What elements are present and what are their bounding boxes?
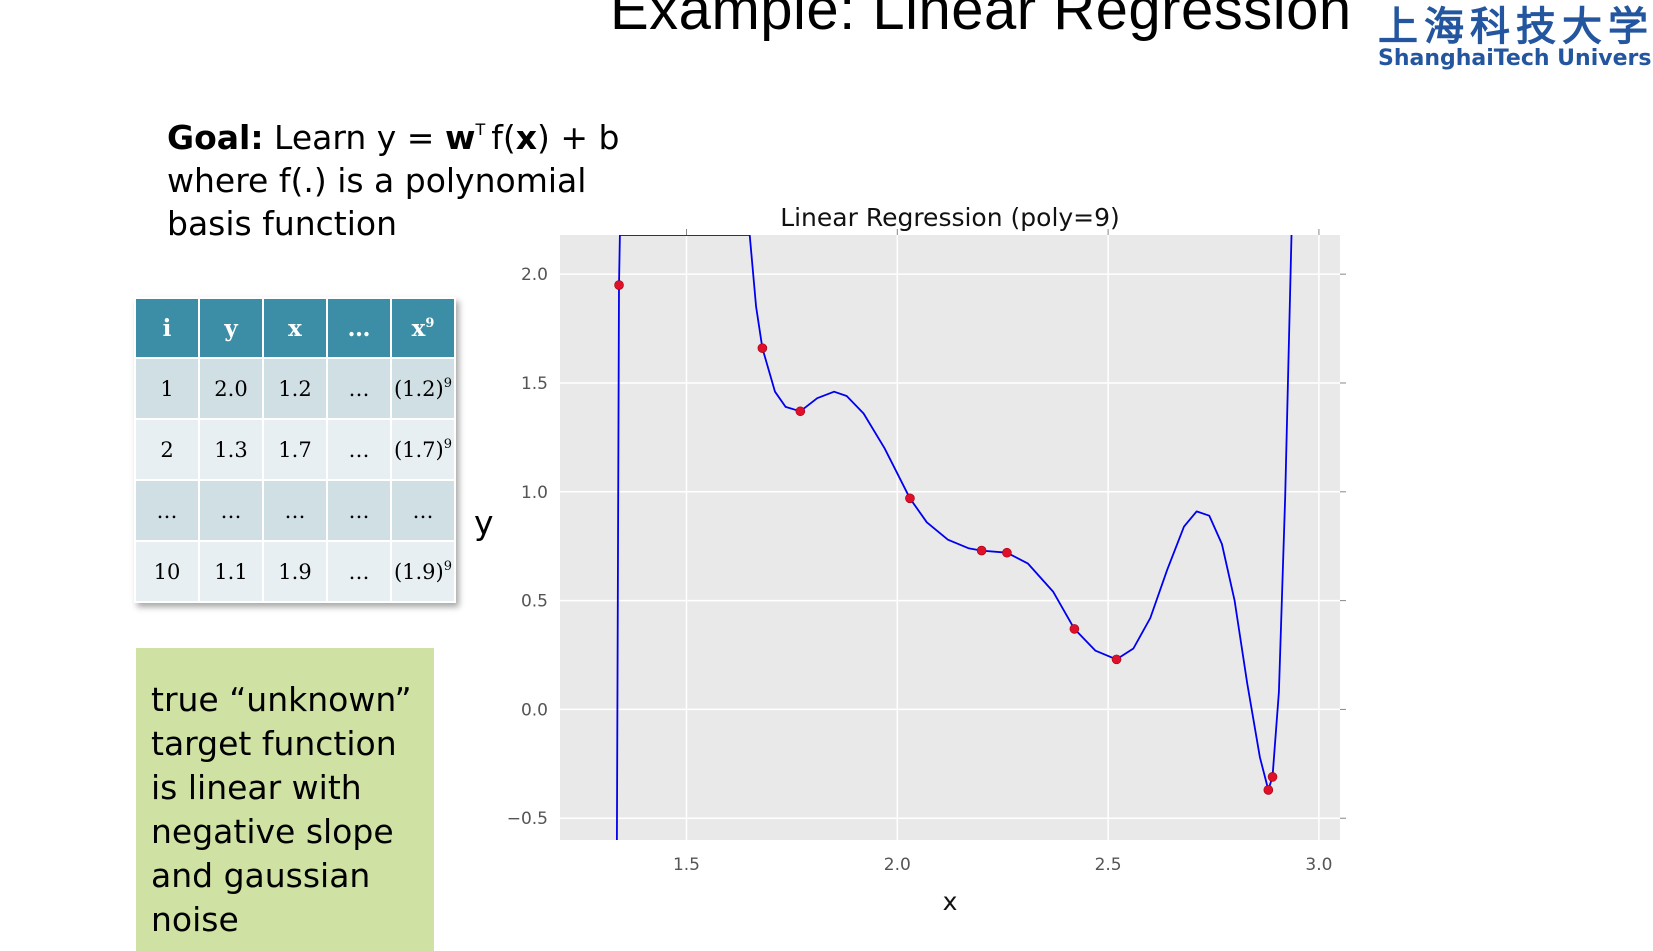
table-cell: …: [134, 479, 200, 542]
table-cell: …: [326, 357, 392, 420]
table-row: 10 1.1 1.9 … (1.9)9: [134, 540, 456, 603]
goal-line1-a: Learn y =: [274, 118, 445, 157]
data-point: [905, 493, 915, 504]
table-header-row: i y x … x9: [134, 297, 456, 359]
table-cell: 10: [134, 540, 200, 603]
table-cell: …: [262, 479, 328, 542]
data-point: [976, 545, 987, 556]
cell-power-base: (1.7): [393, 438, 444, 462]
plot-background: [560, 235, 1340, 840]
data-point: [1263, 785, 1274, 795]
fit-curve-line: [616, 235, 1293, 840]
university-logo: 上海科技大学 ShanghaiTech University: [1378, 0, 1653, 80]
cell-power-sup: 9: [443, 376, 453, 391]
goal-line-3: basis function: [167, 204, 398, 243]
slide-title: Example: Linear Regression: [610, 0, 1352, 42]
cell-power-sup: 9: [443, 437, 453, 452]
table-cell: 1.1: [198, 540, 264, 603]
header-x9-sup: 9: [425, 315, 435, 331]
goal-transpose: T: [475, 120, 486, 139]
table-cell: …: [326, 418, 392, 481]
goal-label: Goal:: [167, 118, 264, 157]
y-tick-label: 0.5: [521, 592, 548, 612]
header-x9: x9: [390, 297, 456, 359]
goal-line1-c: ) + b: [537, 118, 620, 157]
table-cell: …: [198, 479, 264, 542]
goal-text: Goal: Learn y = wT f(x) + b where f(.) is…: [167, 108, 619, 245]
table-cell: 1.9: [262, 540, 328, 603]
tick-labels: 1.5 2.0 2.5 3.0 −0.5 0.0 0.5 1.0 1.5 2.0: [507, 265, 1333, 875]
table-cell: 1.3: [198, 418, 264, 481]
y-tick-label: 1.5: [521, 374, 548, 394]
table-cell: …: [326, 540, 392, 603]
logo-chinese-text: 上海科技大学: [1378, 3, 1653, 50]
cell-power-base: (1.9): [393, 560, 444, 584]
table-cell: (1.2)9: [390, 357, 456, 420]
header-i: i: [134, 297, 200, 359]
data-point: [1111, 654, 1122, 665]
header-ellipsis: …: [326, 297, 392, 359]
x-tick-label: 2.0: [884, 855, 911, 875]
regression-chart: 1.5 2.0 2.5 3.0 −0.5 0.0 0.5 1.0 1.5 2.0 Linear R…: [507, 205, 1346, 916]
data-point: [757, 343, 768, 353]
cell-power-sup: 9: [443, 559, 453, 574]
goal-line-2: where f(.) is a polynomial: [167, 161, 587, 200]
data-point: [1267, 772, 1278, 782]
data-point: [795, 406, 806, 417]
data-points: [614, 280, 1278, 795]
outer-y-label: y: [474, 503, 494, 542]
data-point: [1069, 624, 1080, 634]
goal-line1-b: f(: [491, 118, 516, 157]
plot-area: [560, 235, 1340, 840]
y-tick-label: 1.0: [521, 483, 548, 503]
chart-title: Linear Regression (poly=9): [780, 205, 1120, 232]
table-cell: …: [390, 479, 456, 542]
y-tick-label: 2.0: [521, 265, 548, 285]
y-tick-label: −0.5: [507, 809, 548, 829]
x-tick-label: 1.5: [673, 855, 700, 875]
note-text: true “unknown” target function is linear…: [151, 680, 412, 939]
x-tick-label: 3.0: [1305, 855, 1332, 875]
table-row: 2 1.3 1.7 … (1.7)9: [134, 418, 456, 481]
table-cell: (1.7)9: [390, 418, 456, 481]
data-point: [614, 280, 624, 290]
table-cell: 1.7: [262, 418, 328, 481]
goal-w: w: [444, 118, 476, 157]
header-y: y: [198, 297, 264, 359]
logo-english-text: ShanghaiTech University: [1378, 46, 1653, 71]
table-cell: (1.9)9: [390, 540, 456, 603]
fit-curve-group: [616, 235, 1293, 840]
table-row: … … … … …: [134, 479, 456, 542]
y-tick-label: 0.0: [521, 700, 548, 720]
goal-line-1: Goal: Learn y = wT f(x) + b: [167, 108, 619, 159]
header-x: x: [262, 297, 328, 359]
note-box: true “unknown” target function is linear…: [136, 648, 434, 951]
x-tick-label: 2.5: [1095, 855, 1122, 875]
table-row: 1 2.0 1.2 … (1.2)9: [134, 357, 456, 420]
table-cell: …: [326, 479, 392, 542]
grid-lines: [560, 229, 1346, 840]
x-axis-label: x: [943, 887, 958, 916]
goal-x: x: [515, 118, 538, 157]
data-point: [1002, 547, 1012, 558]
cell-power-base: (1.2): [393, 377, 444, 401]
table-cell: 1: [134, 357, 200, 420]
table-cell: 2.0: [198, 357, 264, 420]
header-x9-base: x: [411, 314, 426, 342]
table-cell: 2: [134, 418, 200, 481]
data-table: i y x … x9 1 2.0 1.2 … (1.2)9 2 1.3 1.7 …: [134, 297, 456, 603]
table-cell: 1.2: [262, 357, 328, 420]
